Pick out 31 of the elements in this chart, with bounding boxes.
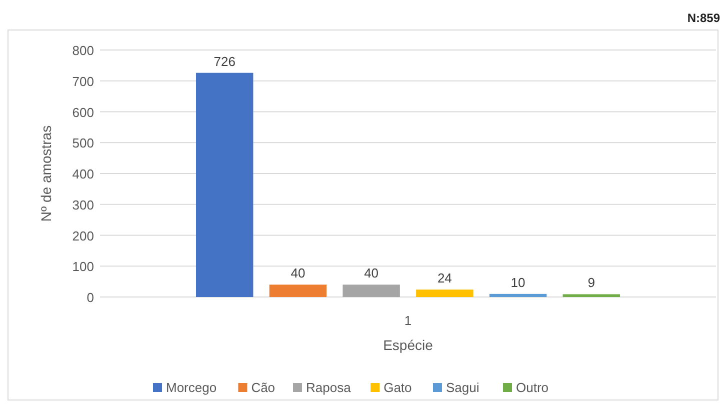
text: N:859 [687,11,720,25]
y-tick-label: 100 [72,259,94,274]
data-label: 24 [437,270,452,286]
data-label: 40 [364,266,379,281]
y-tick-label: 600 [72,104,94,120]
legend-label: Morcego [166,380,217,395]
x-axis-title: Espécie [383,337,434,353]
legend-label: Cão [251,380,276,395]
bar [196,72,254,297]
bar [342,284,400,297]
y-tick-label: 300 [72,197,94,212]
legend-label: Raposa [306,380,352,395]
data-label: 726 [214,54,236,69]
data-label: 40 [290,266,306,281]
y-tick-label: 700 [72,74,94,89]
y-tick-label: 500 [72,136,94,151]
data-label: 9 [588,275,596,290]
bar [489,294,547,297]
bar [416,290,474,297]
data-label: 10 [510,274,526,290]
legend-label: Outro [516,380,549,395]
x-tick-label: 1 [404,313,412,328]
bar [562,294,620,297]
y-tick-label: 800 [72,43,94,58]
y-axis-title: Nº de amostras [38,125,54,222]
y-tick-label: 0 [86,290,94,305]
legend-label: Sagui [446,380,480,395]
y-tick-label: 400 [72,166,94,182]
bar [269,284,327,297]
legend-label: Gato [384,380,412,395]
y-tick-label: 200 [72,228,94,244]
